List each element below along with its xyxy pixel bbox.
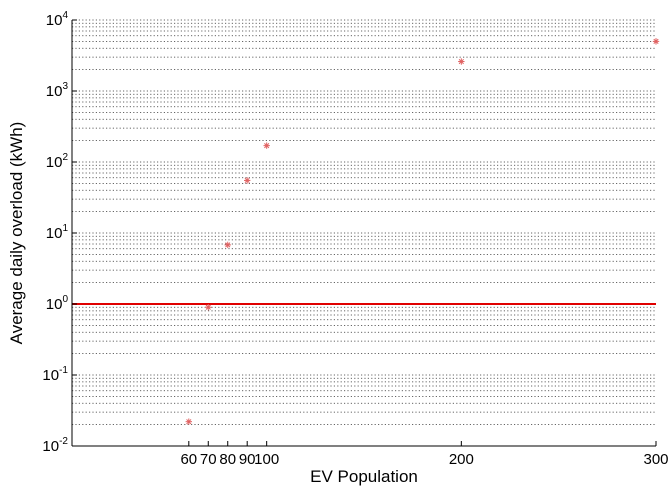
x-tick-label: 70 (200, 451, 217, 468)
data-point-stroke (458, 58, 464, 65)
axes (71, 19, 657, 447)
data-point-stroke (225, 242, 231, 248)
x-tick-label: 60 (180, 451, 197, 468)
y-axis-label: Average daily overload (kWh) (7, 122, 26, 345)
y-tick-label: 103 (46, 81, 69, 100)
data-point (244, 177, 251, 184)
data-point-stroke (205, 304, 211, 310)
data-point (263, 142, 270, 149)
plot-area (71, 19, 660, 447)
y-tick-base: 10 (46, 12, 63, 29)
data-point-stroke (244, 177, 250, 184)
y-tick-base: 10 (46, 154, 63, 171)
x-tick-label: 200 (449, 451, 474, 468)
data-point (224, 241, 231, 249)
y-tick-label: 10-1 (42, 365, 68, 384)
y-tick-base: 10 (46, 296, 63, 313)
y-tick-label: 102 (46, 152, 69, 171)
y-tick-exponent: 0 (62, 294, 68, 305)
y-tick-exponent: 1 (62, 223, 68, 234)
y-tick-base: 10 (42, 438, 59, 455)
data-point (185, 418, 192, 425)
y-tick-base: 10 (42, 367, 59, 384)
x-tick-label: 90 (239, 451, 256, 468)
y-tick-exponent: -1 (59, 365, 68, 376)
grid-lines (72, 19, 656, 426)
data-point-stroke (653, 38, 659, 44)
data-point (205, 304, 212, 311)
data-point (652, 38, 660, 45)
y-tick-label: 10-2 (42, 436, 68, 455)
y-tick-exponent: -2 (59, 436, 68, 447)
data-point-stroke (264, 143, 270, 149)
y-tick-label: 101 (46, 223, 69, 242)
y-tick-exponent: 2 (62, 152, 68, 163)
y-tick-exponent: 4 (62, 10, 68, 21)
x-tick-label: 80 (219, 451, 236, 468)
x-tick-label: 300 (643, 451, 668, 468)
data-point-stroke (186, 419, 192, 425)
y-tick-base: 10 (46, 225, 63, 242)
y-tick-exponent: 3 (62, 81, 68, 92)
x-axis-label: EV Population (310, 467, 418, 486)
x-tick-label: 100 (254, 451, 279, 468)
y-tick-label: 100 (46, 294, 69, 313)
data-point (458, 58, 465, 65)
y-tick-label: 104 (46, 10, 69, 29)
data-points (185, 38, 660, 425)
y-tick-base: 10 (46, 83, 63, 100)
